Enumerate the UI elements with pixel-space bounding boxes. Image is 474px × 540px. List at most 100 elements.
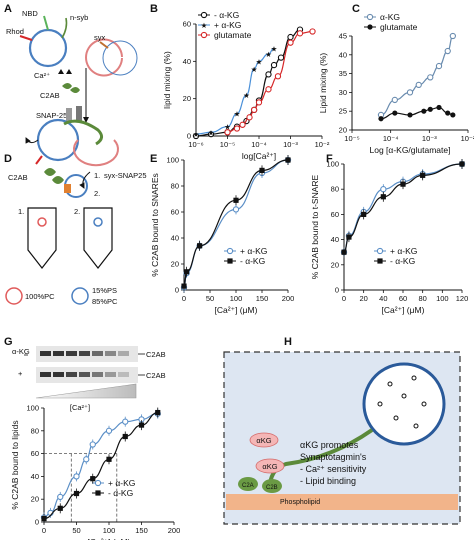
vesicle-dot [413,423,419,429]
syntaxin-icon [99,41,109,49]
data-point [155,409,161,416]
y-tick-label: 0 [35,518,39,527]
y-tick-label: 80 [331,185,339,194]
nbd-label: NBD [22,9,38,18]
gel-band [66,351,77,356]
c2b-domain-icon [262,479,282,493]
x-tick-label: 40 [379,294,387,303]
data-point [233,125,241,132]
x-tick-label: 10⁻³ [283,140,298,149]
x-tick-label: 20 [359,294,367,303]
gel-band [105,351,116,356]
data-point [407,112,413,118]
x-axis-label: Log [α-KG/glutamate] [370,145,451,155]
d-step1-label: 1. [94,171,100,180]
calcium-icon [58,69,72,74]
x-tick-label: 10⁻⁵ [220,140,235,149]
y-tick-label: 35 [339,69,347,78]
ps-liposome-icon [71,287,89,305]
pc100-label: 100%PC [25,292,55,301]
data-point [233,197,239,203]
data-point [459,161,465,167]
y-axis-label: % C2AB bound to lipids [10,420,20,509]
data-point [406,89,414,96]
legend-marker [200,31,208,39]
series-line-0 [183,159,289,288]
data-point [270,61,278,69]
gel-band [118,351,129,356]
d-c2ab-icon [44,168,64,184]
gel-band-label: C2AB [146,350,166,359]
x-tick-label: 0 [342,294,346,303]
nsyb-label: n-syb [70,13,88,22]
akg-label-1: αKG [256,436,271,445]
vesicle-dot [393,415,399,421]
gel-band [92,351,103,356]
x-tick-label: 150 [135,526,148,535]
y-tick-label: 20 [183,94,191,103]
legend-label-1: - α-KG [390,256,415,266]
vesicle-dot [401,393,407,399]
panel-a-letter: A [4,3,12,15]
tube-1 [27,207,57,269]
data-point [427,106,433,112]
rhod-lipid-icon [19,35,33,41]
syx-label: syx [94,33,106,42]
legend-marker [366,13,374,21]
y-tick-label: 0 [335,286,339,295]
y-axis-label: Lipid mixing (%) [318,53,328,114]
data-point [341,249,347,255]
data-point [287,39,294,46]
y-tick-label: 60 [183,20,191,29]
data-point [90,476,96,482]
gel-band [53,351,64,356]
legend-label-1: glutamate [380,22,418,32]
data-point: ★ [234,110,241,119]
data-point [246,114,253,121]
ca-gradient-wedge [35,383,137,399]
data-point [421,108,427,114]
nbd-lipid-icon [43,15,49,31]
vesicle-dot [387,381,393,387]
data-point [415,81,422,89]
y-tick-label: 80 [171,182,179,191]
series-line-1 [43,411,158,520]
data-point [274,73,282,80]
synaptobrevin-icon [61,17,68,39]
x-tick-label: 0 [42,526,46,535]
legend-marker [376,247,384,255]
ps15-label: 15%PS [92,286,117,295]
y-tick-label: 20 [331,260,339,269]
y-tick-label: 0 [175,286,179,295]
snap25-icon-2 [76,106,82,122]
vesicle-dot [411,375,417,381]
target-liposome-outline [102,40,138,76]
panel-g-letter: G [4,336,13,348]
y-tick-label: 40 [183,57,191,66]
d-step1b-label: 1. [18,207,24,216]
data-point [106,456,112,462]
c2a-domain-icon [238,477,258,491]
data-point [259,167,265,173]
data-point: ★ [193,130,200,139]
x-tick-label: 50 [206,294,214,303]
data-point [287,33,294,41]
data-point [105,427,113,434]
gel-band [92,372,103,377]
panel-letter-c: C [352,3,360,15]
legend-marker [226,247,234,255]
c2ab-label: C2AB [40,91,60,100]
data-point [83,456,90,463]
data-point [449,32,456,40]
data-point [296,30,304,37]
x-tick-label: 10⁻⁶ [188,140,203,149]
y-tick-label: 60 [31,449,39,458]
snare-complex-icon [63,119,103,146]
x-axis-label: [Ca²⁺] (μM) [88,537,131,540]
gel-band [53,372,64,377]
vesicle-dot [377,401,383,407]
d-step2b-label: 2. [74,207,80,216]
legend-marker [94,479,102,487]
gel-band [105,372,116,377]
data-point [57,493,64,501]
